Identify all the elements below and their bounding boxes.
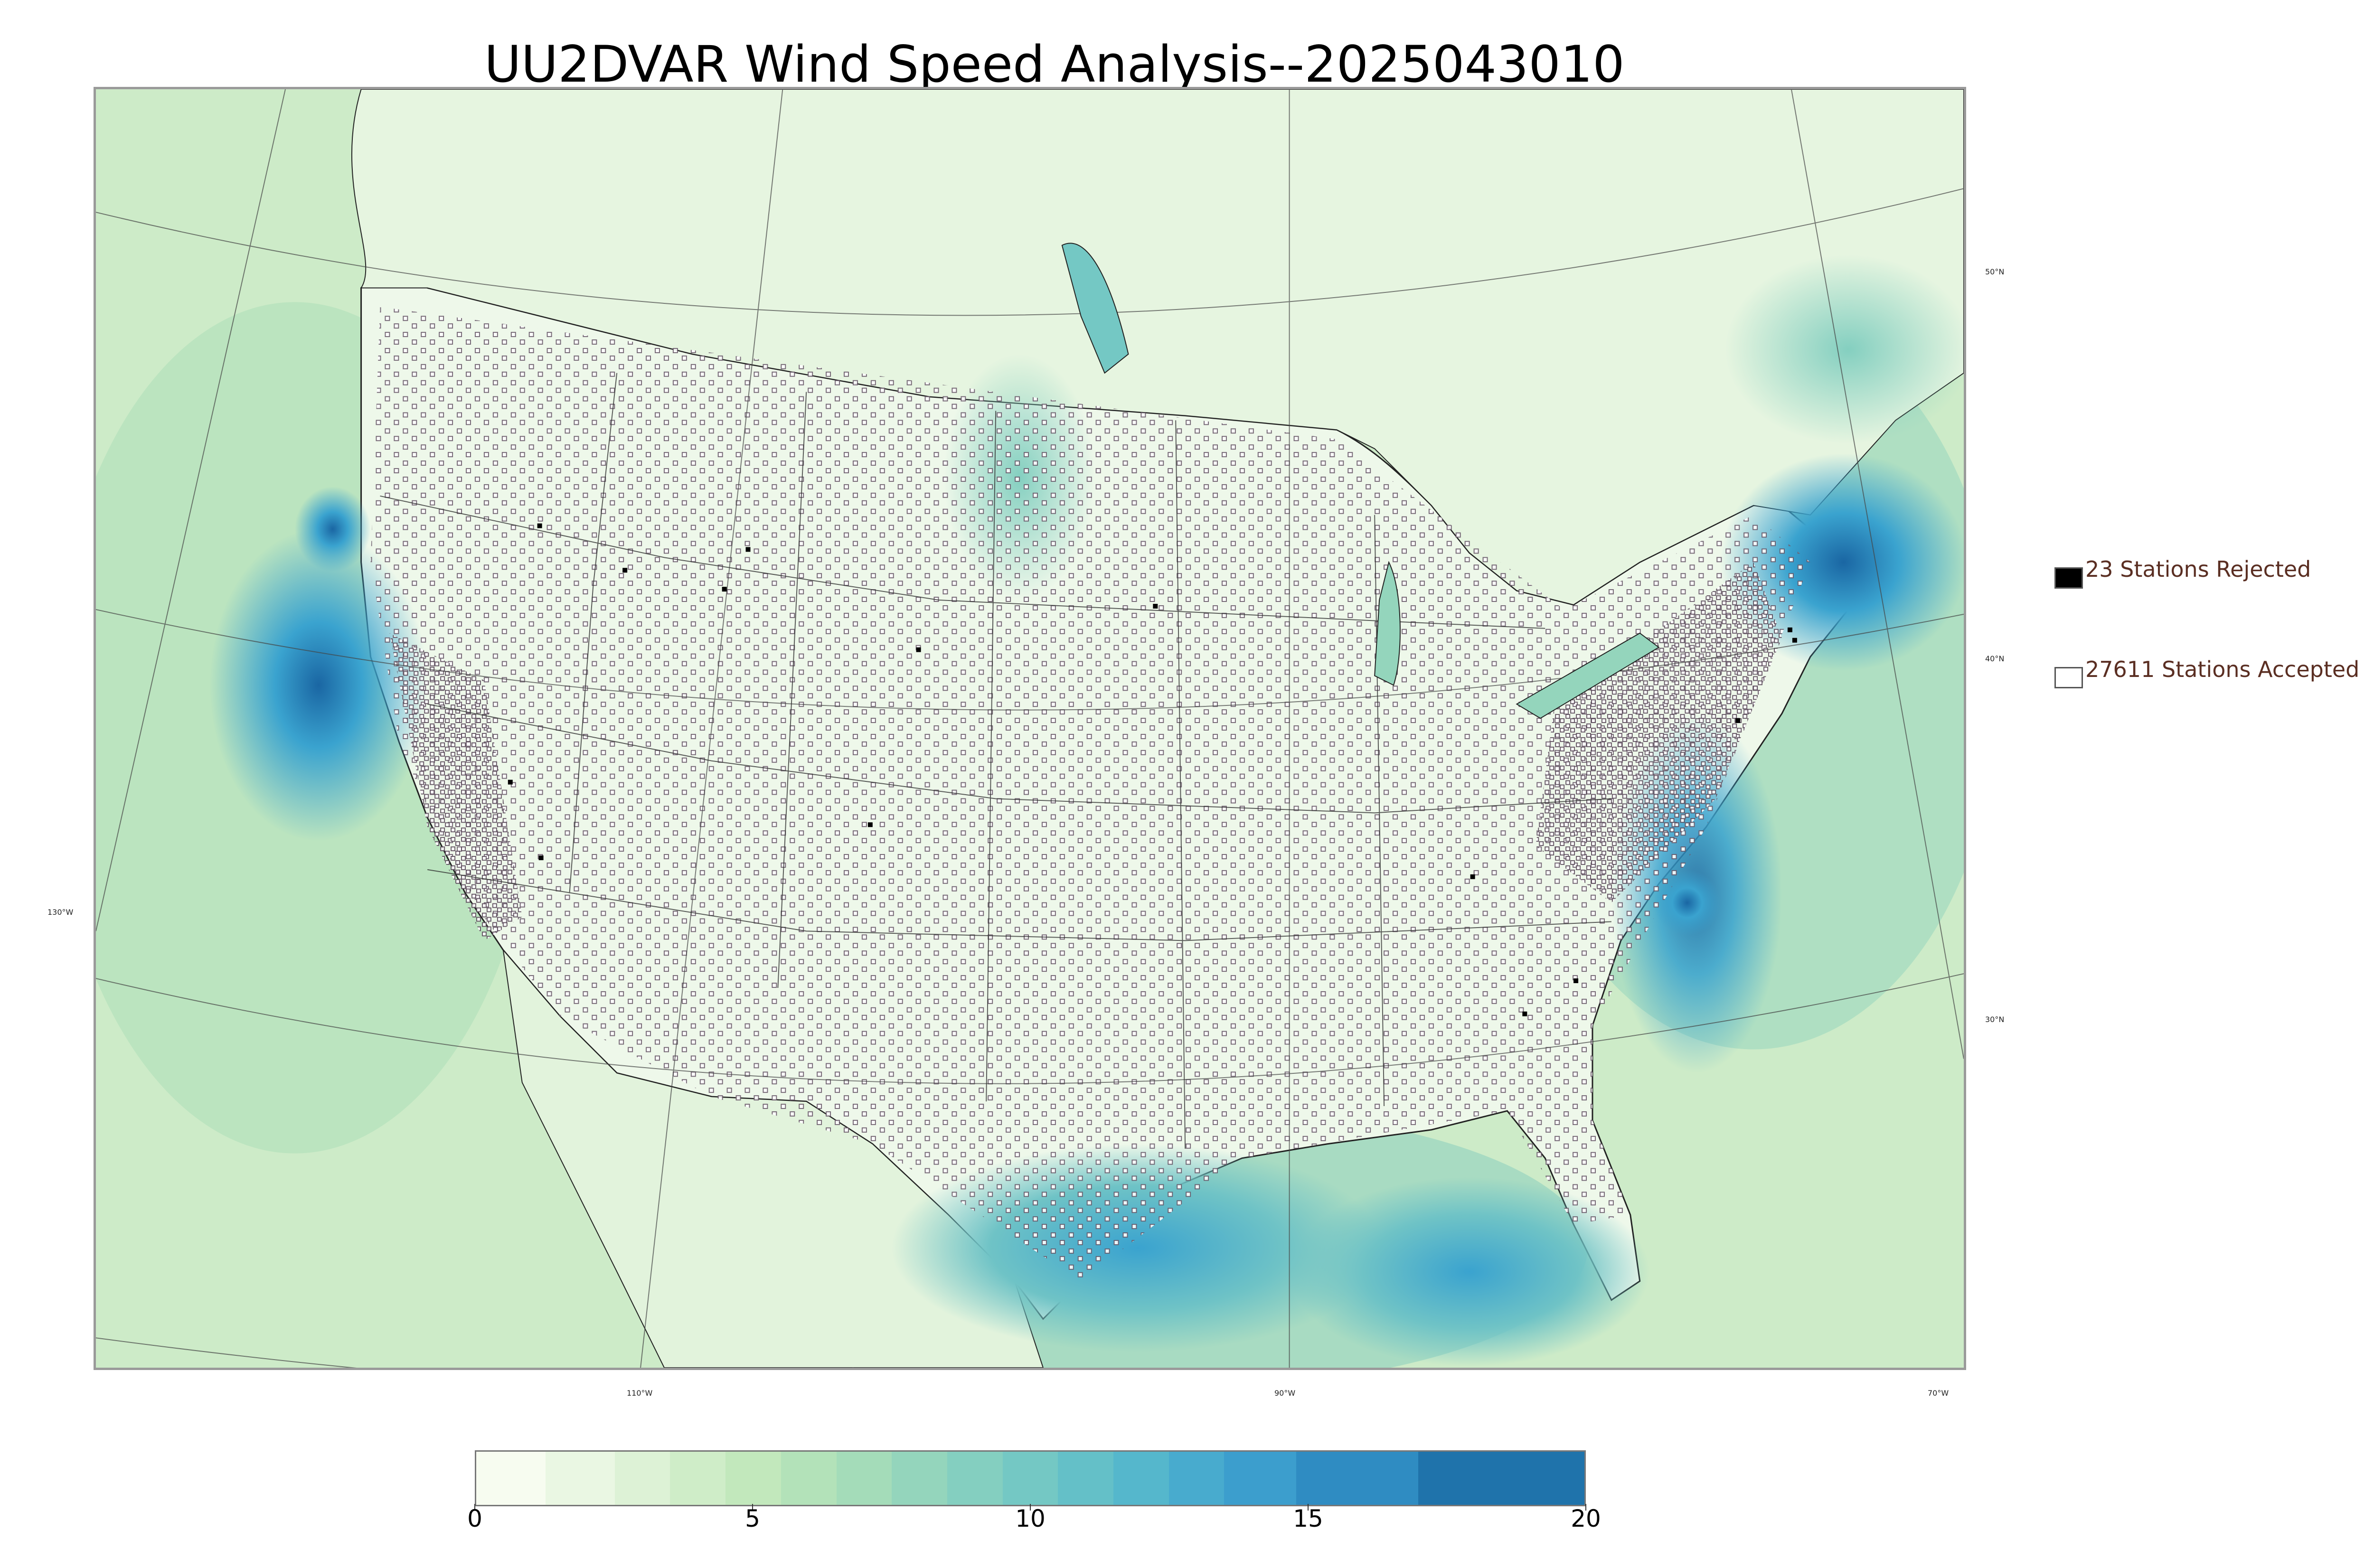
lat-label-30n: 30°N bbox=[1985, 1015, 2005, 1024]
colorbar-segment bbox=[545, 1452, 615, 1505]
colorbar-tick-label: 5 bbox=[745, 1505, 760, 1532]
colorbar-tick-label: 20 bbox=[1571, 1505, 1601, 1532]
colorbar-segment bbox=[1296, 1452, 1418, 1505]
colorbar-tick bbox=[752, 1504, 753, 1511]
lon-label-130w: 130°W bbox=[47, 908, 74, 917]
lake-winnipeg bbox=[1061, 243, 1129, 374]
lon-label-110w: 110°W bbox=[627, 1389, 653, 1398]
map-panel bbox=[94, 87, 1966, 1370]
colorbar-segment bbox=[725, 1452, 781, 1505]
pacific-wind-max bbox=[209, 529, 428, 842]
colorbar-segment bbox=[836, 1452, 892, 1505]
colorbar-tick bbox=[474, 1504, 475, 1511]
accepted-legend-swatch bbox=[2054, 667, 2083, 688]
lon-label-70w: 70°W bbox=[1928, 1389, 1949, 1398]
lon-label-90w: 90°W bbox=[1274, 1389, 1296, 1398]
colorbar-tick bbox=[1308, 1504, 1309, 1511]
lat-label-50n: 50°N bbox=[1985, 267, 2005, 276]
state-boundaries bbox=[380, 373, 1611, 1149]
colorbar-segment bbox=[614, 1452, 670, 1505]
lake-michigan bbox=[1374, 561, 1401, 686]
colorbar-segment bbox=[1224, 1452, 1297, 1505]
colorbar-tick-label: 0 bbox=[467, 1505, 482, 1532]
colorbar-tick bbox=[1585, 1504, 1586, 1511]
rejected-legend-swatch bbox=[2054, 567, 2083, 589]
lake-erie bbox=[1516, 632, 1660, 719]
colorbar-segment bbox=[1168, 1452, 1225, 1505]
colorbar-segment bbox=[1058, 1452, 1113, 1505]
colorbar-segment bbox=[670, 1452, 726, 1505]
wind-speed-map bbox=[96, 89, 1964, 1368]
graticule bbox=[96, 89, 1964, 1368]
lat-label-40n: 40°N bbox=[1985, 654, 2005, 663]
colorbar-segment bbox=[476, 1452, 546, 1505]
station-markers bbox=[370, 307, 1810, 1281]
colorbar-segment bbox=[1418, 1452, 1584, 1505]
colorbar-segment bbox=[947, 1452, 1003, 1505]
colorbar-tick-label: 15 bbox=[1293, 1505, 1323, 1532]
rejected-station-markers bbox=[508, 523, 1797, 1016]
colorbar-segment bbox=[892, 1452, 947, 1505]
rejected-legend-label: 23 Stations Rejected bbox=[2085, 556, 2311, 582]
colorbar bbox=[475, 1450, 1586, 1506]
colorbar-segment bbox=[1002, 1452, 1058, 1505]
map-title: UU2DVAR Wind Speed Analysis--2025043010 bbox=[484, 35, 1625, 94]
colorbar-segment bbox=[1113, 1452, 1169, 1505]
accepted-legend-label: 27611 Stations Accepted bbox=[2085, 657, 2360, 682]
colorbar-segment bbox=[781, 1452, 837, 1505]
colorbar-tick bbox=[1030, 1504, 1031, 1511]
colorbar-tick-label: 10 bbox=[1015, 1505, 1046, 1532]
